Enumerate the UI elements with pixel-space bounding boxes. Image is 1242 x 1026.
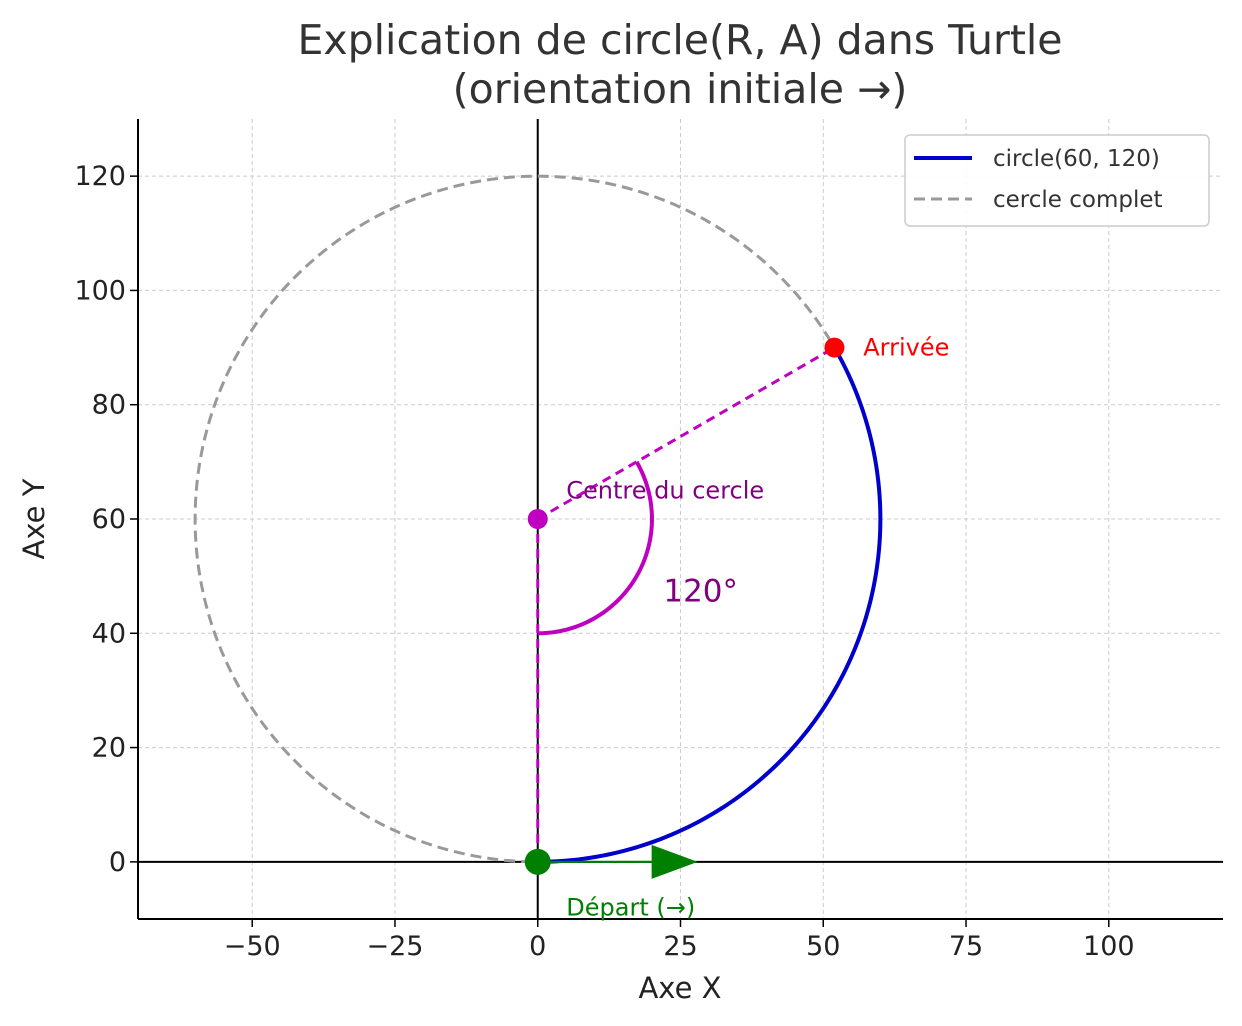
y-axis-label: Axe Y — [17, 478, 51, 559]
arc-series — [537, 346, 883, 864]
x-tick-label: −25 — [366, 931, 423, 962]
ticks: −50 −25 0 25 50 75 100 0 20 40 60 80 100 120 — [74, 161, 1134, 962]
center-label: Centre du cercle — [566, 476, 764, 504]
start-point — [524, 848, 551, 875]
angle-label: 120° — [663, 573, 738, 609]
y-tick-label: 40 — [92, 618, 126, 649]
x-tick-label: 100 — [1083, 931, 1135, 962]
marks-layer — [524, 337, 845, 879]
y-tick-label: 20 — [92, 733, 126, 764]
y-tick-label: 60 — [92, 504, 126, 535]
x-tick-label: 0 — [529, 931, 546, 962]
start-label: Départ (→) — [566, 894, 695, 922]
x-tick-label: −50 — [224, 931, 281, 962]
end-point — [824, 337, 845, 358]
y-tick-label: 0 — [109, 847, 126, 878]
direction-arrow-head — [651, 844, 698, 879]
x-tick-label: 25 — [663, 931, 697, 962]
angle-marker-arc — [537, 460, 654, 636]
radius-to-end — [536, 346, 836, 521]
y-tick-label: 120 — [74, 161, 126, 192]
series-layer — [193, 174, 883, 864]
y-tick-label: 100 — [74, 275, 126, 306]
center-point — [527, 509, 548, 529]
chart-title: Explication de circle(R, A) dans Turtle — [297, 16, 1062, 64]
y-tick-label: 80 — [92, 390, 126, 421]
x-tick-label: 75 — [949, 931, 983, 962]
x-axis-label: Axe X — [638, 971, 721, 1005]
legend-label-arc: circle(60, 120) — [993, 146, 1160, 172]
end-label: Arrivée — [863, 334, 949, 362]
legend-label-full-circle: cercle complet — [993, 187, 1163, 213]
chart-subtitle: (orientation initiale →) — [453, 65, 908, 113]
x-tick-label: 50 — [806, 931, 840, 962]
legend: circle(60, 120) cercle complet — [904, 134, 1210, 227]
grid — [138, 119, 1223, 919]
legend-box — [904, 134, 1210, 227]
annotations-layer: Arrivée Centre du cercle 120° Départ (→) — [566, 334, 949, 922]
